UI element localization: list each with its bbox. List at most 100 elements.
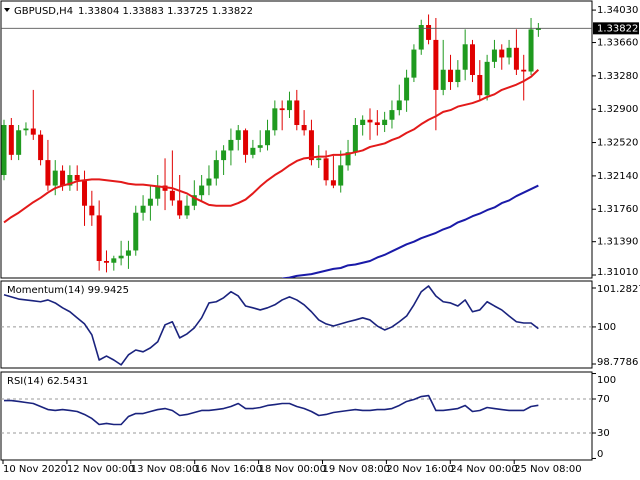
- candle-body: [1, 125, 7, 176]
- candle-body: [440, 69, 446, 90]
- chart-title: GBPUSD,H4: [14, 6, 73, 17]
- candle-body: [74, 175, 80, 181]
- candle-body: [118, 255, 124, 259]
- candle-body: [330, 180, 336, 186]
- candle-body: [243, 130, 249, 155]
- candle-body: [213, 160, 219, 179]
- candle-body: [103, 260, 109, 263]
- candle-body: [147, 198, 153, 206]
- candle-body: [411, 49, 417, 78]
- candle-body: [155, 185, 161, 199]
- y-tick-label: 98.7786: [597, 357, 638, 368]
- y-tick-label: 1.34030: [597, 5, 638, 16]
- candle-body: [125, 250, 131, 256]
- candle-body: [535, 28, 541, 30]
- candle-body: [316, 158, 322, 161]
- candle-body: [96, 215, 102, 261]
- candle-body: [60, 170, 66, 186]
- candle-body: [323, 158, 329, 181]
- panel-plot: [1, 14, 541, 278]
- y-tick-label: 1.31390: [597, 237, 638, 248]
- candle-body: [426, 25, 432, 40]
- y-tick-label: 101.2827: [597, 284, 640, 295]
- candle-body: [8, 125, 14, 155]
- y-tick-label: 100: [597, 322, 616, 333]
- candle-body: [169, 190, 175, 201]
- candle-body: [462, 44, 468, 70]
- y-tick-label: 30: [597, 428, 610, 439]
- y-tick-label: 1.33660: [597, 38, 638, 49]
- indicator-line: [3, 285, 539, 366]
- candle-body: [30, 128, 36, 135]
- rsi-panel-frame: [0, 371, 593, 461]
- candle-body: [360, 119, 366, 126]
- candle-body: [257, 145, 263, 148]
- candle-body: [140, 205, 146, 213]
- candle-body: [506, 47, 512, 58]
- panel-plot: [1, 394, 592, 434]
- candle-body: [396, 100, 402, 111]
- y-tick-label: 1.32900: [597, 104, 638, 115]
- y-tick-label: 1.31760: [597, 204, 638, 215]
- candle-body: [279, 108, 285, 111]
- candle-body: [272, 108, 278, 131]
- y-tick-label: 0: [597, 449, 603, 460]
- y-tick-label: 1.32520: [597, 138, 638, 149]
- x-tick-label: 12 Nov 00:00: [67, 464, 134, 475]
- indicator-line: [4, 394, 539, 426]
- candle-body: [528, 29, 534, 72]
- candle-body: [382, 119, 388, 126]
- candle-body: [184, 205, 190, 216]
- x-tick-label: 24 Nov 00:00: [450, 464, 517, 475]
- candle-body: [367, 119, 373, 123]
- candle-body: [455, 69, 461, 83]
- collapse-icon[interactable]: [4, 8, 10, 12]
- candle-body: [111, 258, 117, 263]
- panel-plot: [1, 285, 592, 366]
- candle-body: [338, 165, 344, 186]
- x-tick-label: 25 Nov 08:00: [514, 464, 581, 475]
- candle-body: [45, 160, 51, 186]
- candle-body: [206, 178, 212, 186]
- candle-body: [52, 170, 58, 186]
- last-price-box: [593, 22, 639, 35]
- candle-body: [235, 130, 241, 140]
- candle-body: [199, 185, 205, 196]
- candle-body: [499, 49, 505, 58]
- candle-body: [228, 139, 234, 151]
- indicator-title: Momentum(14) 99.9425: [7, 285, 129, 296]
- main-panel-frame: [0, 0, 593, 279]
- candle-body: [38, 134, 44, 161]
- candle-body: [345, 152, 351, 166]
- candle-body: [191, 195, 197, 206]
- candle-body: [374, 122, 380, 126]
- candle-body: [250, 147, 256, 155]
- x-tick-label: 18 Nov 00:00: [259, 464, 326, 475]
- ohlc-readout: 1.33804 1.33883 1.33725 1.33822: [78, 6, 253, 17]
- candle-body: [133, 212, 139, 251]
- y-tick-label: 70: [597, 394, 610, 405]
- candle-body: [67, 175, 73, 186]
- candle-body: [484, 61, 490, 96]
- candle-body: [352, 125, 358, 153]
- candle-body: [513, 47, 519, 70]
- y-tick-label: 1.31010: [597, 267, 638, 278]
- x-tick-label: 16 Nov 16:00: [195, 464, 262, 475]
- candle-body: [286, 100, 292, 111]
- x-tick-label: 20 Nov 16:00: [386, 464, 453, 475]
- x-tick-label: 19 Nov 08:00: [323, 464, 390, 475]
- candle-body: [89, 205, 95, 216]
- indicator-title: RSI(14) 62.5431: [7, 376, 88, 387]
- candle-body: [433, 39, 439, 90]
- candle-body: [448, 69, 454, 83]
- momentum-panel-frame: [0, 280, 593, 369]
- candle-body: [265, 130, 271, 146]
- x-tick-label: 13 Nov 08:00: [131, 464, 198, 475]
- candle-body: [469, 44, 475, 76]
- candle-body: [418, 25, 424, 50]
- y-tick-label: 1.32140: [597, 171, 638, 182]
- y-tick-label: 100: [597, 375, 616, 386]
